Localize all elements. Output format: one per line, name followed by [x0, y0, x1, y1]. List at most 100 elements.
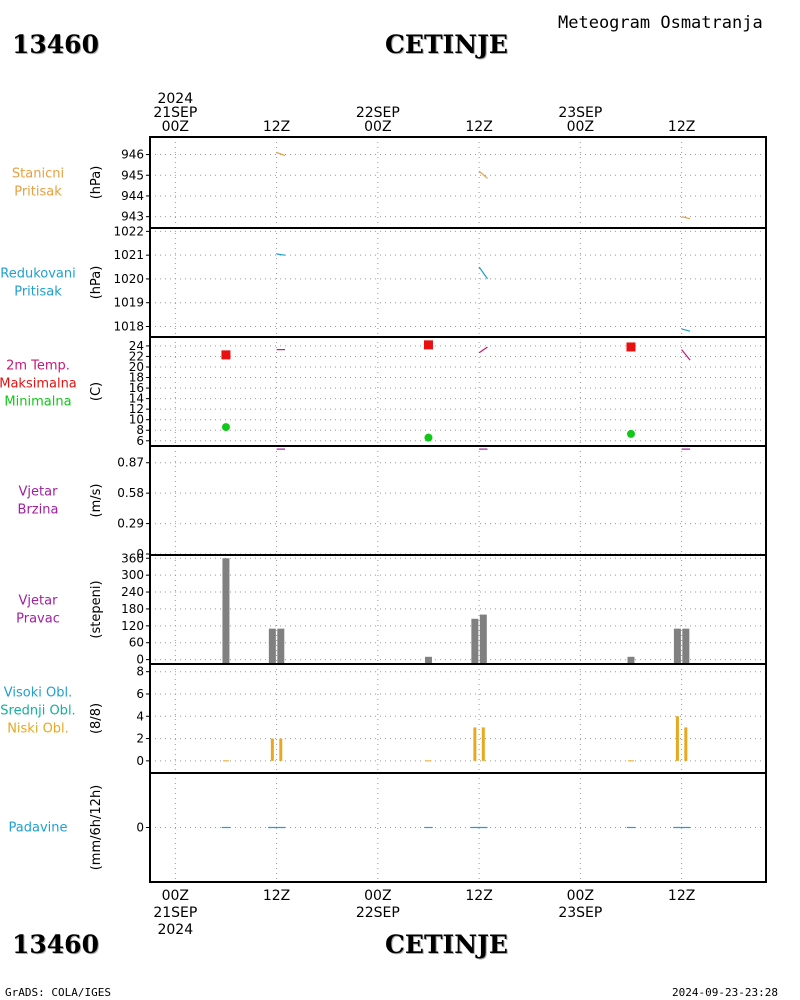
bottom-time-label: 23SEP: [558, 905, 602, 921]
temperature-side-label: Maksimalna: [0, 377, 77, 392]
low-cloud-bar: [473, 727, 477, 761]
temp-max-marker: [221, 350, 231, 360]
temp-min-marker: [221, 423, 230, 432]
wind-direction-bar: [222, 558, 230, 664]
clouds-ytick-label: 2: [136, 732, 144, 746]
temperature-line-segment: [478, 346, 488, 354]
station_pressure-side-label: Pritisak: [14, 185, 62, 200]
bottom-time-label: 12Z: [263, 888, 290, 904]
precipitation-ylabel: (mm/6h/12h): [89, 785, 104, 871]
wind-direction-bar: [682, 628, 690, 664]
wind_speed-ytick-label: 0: [136, 547, 144, 561]
clouds-ytick-label: 0: [136, 754, 144, 768]
precipitation-ytick-label: 0: [136, 821, 144, 835]
top-time-label: 12Z: [465, 119, 492, 135]
wind_direction-side-label: Vjetar: [19, 594, 59, 609]
wind-direction-bar: [277, 628, 285, 664]
bottom-time-label: 00Z: [162, 888, 189, 904]
temperature-ytick-label: 12: [129, 402, 144, 416]
reduced_pressure-line-segment: [276, 253, 286, 256]
top-time-label: 00Z: [567, 119, 594, 135]
reduced_pressure-ytick-label: 1021: [113, 248, 144, 262]
wind_direction-ytick-label: 360: [121, 551, 144, 565]
station_pressure-line-segment: [681, 216, 691, 220]
wind_direction-ytick-label: 60: [129, 636, 144, 650]
wind-direction-bar: [268, 628, 276, 664]
bottom-time-label: 00Z: [364, 888, 391, 904]
reduced_pressure-side-label: Pritisak: [14, 285, 62, 300]
station-name-top: CETINJE: [385, 30, 508, 59]
clouds-side-label: Niski Obl.: [7, 722, 69, 737]
station_pressure-ytick-label: 944: [121, 189, 144, 203]
wind_speed-ytick-label: 0.58: [117, 486, 144, 500]
top-time-label: 12Z: [668, 119, 695, 135]
station_pressure-ytick-label: 945: [121, 168, 144, 182]
clouds-ylabel: (8/8): [89, 703, 104, 734]
reduced_pressure-ytick-label: 1022: [113, 224, 144, 238]
bottom-time-label: 2024: [157, 922, 193, 938]
low-cloud-bar: [270, 738, 274, 761]
bottom-time-label: 12Z: [465, 888, 492, 904]
wind-direction-bar: [479, 614, 487, 664]
wind_speed-ytick-label: 0.29: [117, 517, 144, 531]
top-time-label: 00Z: [162, 119, 189, 135]
low-cloud-bar: [684, 727, 688, 761]
clouds-side-label: Srednji Obl.: [0, 704, 75, 719]
low-cloud-bar: [279, 738, 283, 761]
temperature-ytick-label: 10: [129, 413, 144, 427]
bottom-time-label: 22SEP: [356, 905, 400, 921]
temperature-ylabel: (C): [89, 382, 104, 401]
top-time-label: 22SEP: [356, 105, 400, 121]
temperature-ytick-label: 14: [129, 392, 144, 406]
wind_direction-ytick-label: 300: [121, 568, 144, 582]
clouds-side-label: Visoki Obl.: [4, 686, 72, 701]
temperature-ytick-label: 18: [129, 371, 144, 385]
temp-max-marker: [626, 342, 636, 352]
wind_direction-side-label: Pravac: [16, 612, 60, 627]
top-time-label: 12Z: [263, 119, 290, 135]
bottom-time-label: 00Z: [567, 888, 594, 904]
reduced_pressure-ytick-label: 1019: [113, 296, 144, 310]
bottom-time-label: 21SEP: [153, 905, 197, 921]
top-time-label: 21SEP: [153, 105, 197, 121]
station_pressure-line-segment: [478, 170, 488, 179]
wind-direction-bar: [471, 618, 479, 664]
reduced_pressure-line-segment: [478, 266, 488, 280]
wind_speed-ylabel: (m/s): [89, 484, 104, 518]
precipitation-side-label: Padavine: [9, 821, 68, 836]
temp-min-marker: [424, 433, 433, 442]
station_pressure-frame: [149, 136, 767, 229]
station_pressure-line-segment: [276, 151, 286, 157]
temperature-frame: [149, 336, 767, 447]
temperature-ytick-label: 8: [136, 423, 144, 437]
temperature-ytick-label: 16: [129, 381, 144, 395]
temperature-ytick-label: 6: [136, 434, 144, 448]
station-id-top: 13460: [12, 30, 99, 59]
wind_direction-ytick-label: 120: [121, 619, 144, 633]
station_pressure-ytick-label: 946: [121, 148, 144, 162]
temperature-ytick-label: 22: [129, 349, 144, 363]
wind_speed-side-label: Brzina: [18, 503, 59, 518]
wind-direction-bar: [424, 656, 432, 664]
temperature-side-label: 2m Temp.: [6, 359, 70, 374]
temp-max-marker: [423, 340, 433, 350]
clouds-ytick-label: 8: [136, 665, 144, 679]
reduced_pressure-ytick-label: 1018: [113, 319, 144, 333]
temp-min-marker: [626, 429, 635, 438]
station_pressure-side-label: Stanicni: [12, 167, 64, 182]
station-id-bottom: 13460: [12, 930, 99, 959]
wind-direction-bar: [627, 656, 635, 664]
reduced_pressure-side-label: Redukovani: [0, 267, 75, 282]
reduced_pressure-ylabel: (hPa): [89, 266, 104, 300]
wind_direction-ytick-label: 0: [136, 653, 144, 667]
reduced_pressure-line-segment: [681, 328, 691, 332]
temperature-ytick-label: 24: [129, 339, 144, 353]
footer-timestamp: 2024-09-23-23:28: [672, 986, 778, 999]
wind_direction-ylabel: (stepeni): [89, 580, 104, 638]
top-time-label: 00Z: [364, 119, 391, 135]
wind_direction-frame: [149, 554, 767, 665]
top-time-label: 2024: [157, 91, 193, 107]
low-cloud-bar: [481, 727, 485, 761]
clouds-ytick-label: 4: [136, 709, 144, 723]
